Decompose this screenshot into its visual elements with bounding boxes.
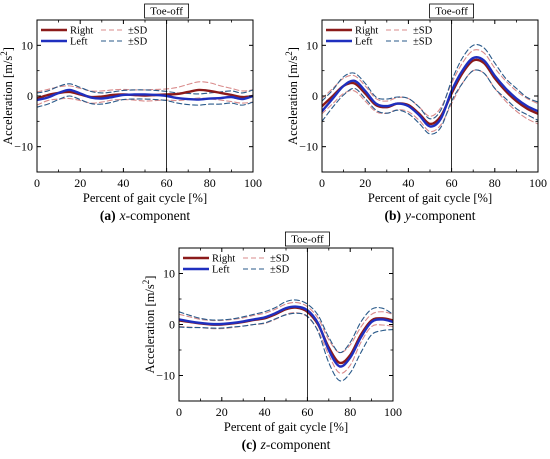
series-line-left-sd-upper	[179, 299, 393, 354]
x-tick-label: 0	[34, 176, 40, 190]
y-tick-label: 0	[169, 318, 175, 332]
series-group	[37, 81, 253, 108]
legend-label-left: Left	[212, 265, 230, 276]
x-tick-label: 20	[216, 405, 228, 419]
legend-label-left-sd: ±SD	[413, 37, 433, 48]
y-tick-label: −10	[156, 369, 175, 383]
panel-caption: (b) y-component	[385, 208, 476, 223]
series-line-left	[322, 56, 538, 128]
caption-variable: z	[260, 437, 267, 452]
y-axis-label-main: Acceleration [m/s	[286, 56, 300, 145]
y-tick-label: −10	[14, 140, 33, 154]
legend-label-right: Right	[70, 26, 93, 37]
toe-off-label: Toe-off	[291, 234, 324, 246]
caption-rest: -component	[266, 437, 331, 452]
x-axis-label: Percent of gait cycle [%]	[83, 191, 207, 205]
series-line-left	[179, 305, 393, 368]
y-tick-label: 0	[27, 89, 33, 103]
panel-caption: (a) x-component	[100, 208, 190, 223]
toe-off-label-box	[284, 231, 330, 247]
y-axis-label-superscript: 2	[141, 280, 151, 285]
x-tick-label: 60	[161, 176, 173, 190]
caption-rest: -component	[126, 208, 191, 223]
series-line-right-sd-upper	[322, 49, 538, 117]
y-axis-label-superscript: 2	[0, 51, 9, 56]
toe-off-label: Toe-off	[150, 6, 183, 18]
legend-label-right-sd: ±SD	[413, 26, 433, 37]
x-axis-label: Percent of gait cycle [%]	[224, 420, 348, 434]
y-axis-label-end: ]	[143, 276, 157, 280]
y-axis-label: Acceleration [m/s2]	[141, 276, 157, 374]
caption-variable: y	[403, 208, 411, 223]
series-line-left	[37, 88, 253, 102]
x-tick-label: 100	[384, 405, 402, 419]
x-tick-label: 80	[489, 176, 501, 190]
x-tick-label: 100	[529, 176, 547, 190]
x-tick-label: 60	[301, 405, 313, 419]
series-line-left-sd-lower	[179, 312, 393, 382]
series-line-left-sd-lower	[322, 69, 538, 135]
series-line-left-sd-upper	[322, 44, 538, 120]
y-axis-label-end: ]	[1, 47, 15, 51]
series-line-left-sd-lower	[37, 95, 253, 108]
x-tick-label: 80	[204, 176, 216, 190]
legend-label-left: Left	[355, 37, 373, 48]
y-axis-label-end: ]	[286, 47, 300, 51]
x-tick-label: 40	[402, 176, 414, 190]
x-tick-label: 100	[244, 176, 262, 190]
x-tick-label: 0	[176, 405, 182, 419]
series-line-right-sd-lower	[37, 97, 253, 106]
series-line-right-sd-lower	[322, 69, 538, 133]
legend-label-right-sd: ±SD	[270, 254, 290, 265]
legend-label-left-sd: ±SD	[128, 37, 148, 48]
legend-label-left-sd: ±SD	[270, 265, 290, 276]
x-tick-label: 20	[359, 176, 371, 190]
series-line-right	[322, 58, 538, 126]
legend-label-right: Right	[212, 254, 235, 265]
caption-variable: x	[119, 208, 126, 223]
toe-off-label-box	[429, 3, 475, 19]
y-axis-label-main: Acceleration [m/s	[143, 284, 157, 373]
series-line-right-sd-lower	[179, 312, 393, 374]
y-axis-label: Acceleration [m/s2]	[0, 47, 15, 145]
x-tick-label: 40	[117, 176, 129, 190]
toe-off-label: Toe-off	[435, 6, 468, 18]
y-tick-label: 10	[163, 267, 175, 281]
y-tick-label: 10	[306, 38, 318, 52]
y-axis-label: Acceleration [m/s2]	[284, 47, 300, 145]
panel-caption: (c) z-component	[242, 437, 331, 452]
x-tick-label: 60	[446, 176, 458, 190]
series-group	[322, 44, 538, 135]
y-axis-label-main: Acceleration [m/s	[1, 56, 15, 145]
x-tick-label: 40	[259, 405, 271, 419]
legend-label-right-sd: ±SD	[128, 26, 148, 37]
caption-label: (a)	[100, 208, 116, 223]
toe-off-label-box	[144, 3, 190, 19]
y-tick-label: 0	[312, 89, 318, 103]
caption-label: (b)	[385, 208, 402, 223]
caption-rest: -component	[411, 208, 476, 223]
legend-label-right: Right	[355, 26, 378, 37]
y-tick-label: 10	[21, 38, 33, 52]
x-axis-label: Percent of gait cycle [%]	[368, 191, 492, 205]
caption-label: (c)	[242, 437, 257, 452]
x-tick-label: 0	[319, 176, 325, 190]
y-tick-label: −10	[299, 140, 318, 154]
series-group	[179, 299, 393, 382]
legend-label-left: Left	[70, 37, 88, 48]
x-tick-label: 20	[74, 176, 86, 190]
y-axis-label-superscript: 2	[284, 51, 294, 56]
series-line-right-sd-upper	[37, 81, 253, 93]
x-tick-label: 80	[344, 405, 356, 419]
